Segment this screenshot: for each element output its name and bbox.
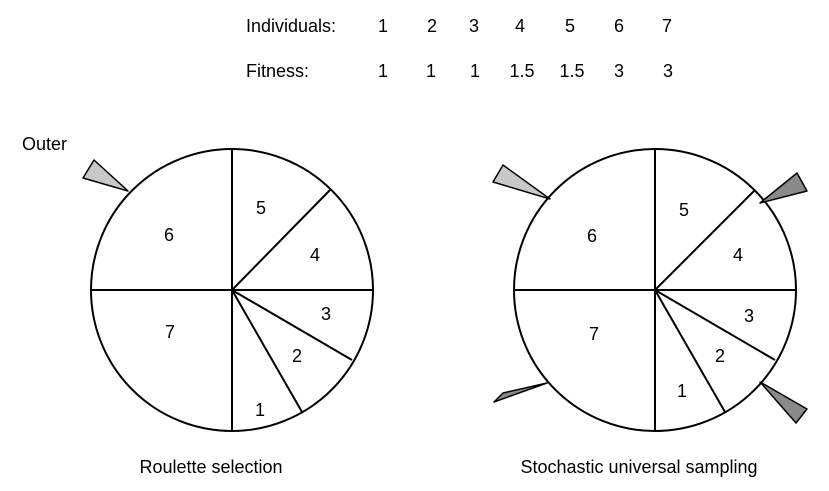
sus-segment-2: 2	[715, 346, 725, 366]
sus-segment-1: 1	[677, 381, 687, 401]
sus-pointer-top-right-icon	[759, 172, 808, 204]
sus-segment-5: 5	[679, 200, 689, 220]
roulette-segment-3: 3	[321, 304, 331, 324]
sus-divider-5-4	[654, 189, 756, 291]
individual-5: 5	[565, 16, 575, 36]
roulette-wheel: 1 2 3 4 5 6 7 Outer Roulette selection	[22, 134, 374, 477]
roulette-divider-2-1	[231, 289, 303, 413]
fitness-table: Individuals: Fitness: 1 2 3 4 5 6 7 1 1 …	[246, 16, 673, 81]
roulette-divider-5-4	[231, 189, 331, 291]
fitness-3: 1	[470, 61, 480, 81]
sus-pointer-top-left-icon	[492, 164, 551, 200]
individuals-label: Individuals:	[246, 16, 336, 36]
fitness-label: Fitness:	[246, 61, 309, 81]
sus-pointer-bottom-left-icon	[493, 382, 548, 403]
roulette-segment-2: 2	[292, 346, 302, 366]
roulette-segment-4: 4	[310, 245, 320, 265]
roulette-pointer-label: Outer	[22, 134, 67, 154]
roulette-divider-3-2	[231, 289, 353, 361]
sus-segment-3: 3	[744, 306, 754, 326]
fitness-5: 1.5	[559, 61, 584, 81]
individual-4: 4	[515, 16, 525, 36]
roulette-pointer-icon	[82, 159, 129, 192]
sus-divider-3-2	[654, 289, 776, 361]
sus-segment-4: 4	[733, 245, 743, 265]
fitness-1: 1	[378, 61, 388, 81]
individual-1: 1	[378, 16, 388, 36]
sus-caption: Stochastic universal sampling	[520, 457, 757, 477]
individual-3: 3	[469, 16, 479, 36]
roulette-segment-5: 5	[256, 198, 266, 218]
fitness-2: 1	[426, 61, 436, 81]
roulette-segment-7: 7	[165, 322, 175, 342]
individual-2: 2	[427, 16, 437, 36]
sus-wheel: 1 2 3 4 5 6 7 Stochastic universal sampl…	[492, 148, 808, 477]
fitness-4: 1.5	[509, 61, 534, 81]
sus-divider-2-1	[654, 289, 726, 413]
individual-7: 7	[662, 16, 672, 36]
individual-6: 6	[614, 16, 624, 36]
fitness-6: 3	[614, 61, 624, 81]
roulette-caption: Roulette selection	[139, 457, 282, 477]
sus-segment-6: 6	[587, 226, 597, 246]
sus-pointer-bottom-right-icon	[759, 381, 808, 424]
sus-segment-7: 7	[589, 324, 599, 344]
roulette-segment-6: 6	[164, 225, 174, 245]
fitness-7: 3	[663, 61, 673, 81]
roulette-segment-1: 1	[255, 400, 265, 420]
